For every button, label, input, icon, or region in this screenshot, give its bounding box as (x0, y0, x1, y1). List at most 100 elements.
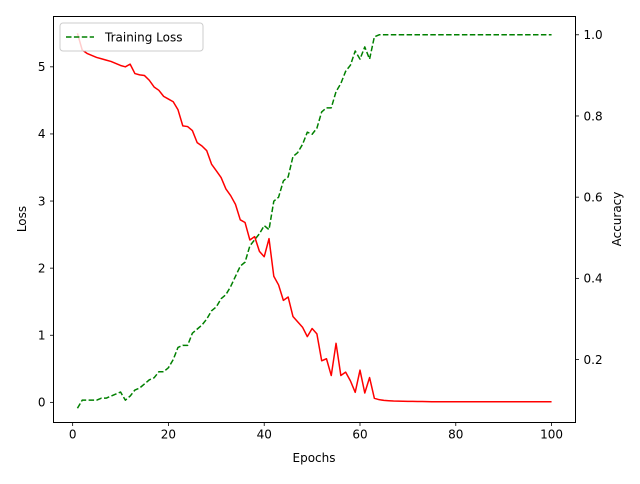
accuracy-point (249, 245, 251, 247)
loss-point (235, 204, 237, 206)
accuracy-point (302, 143, 304, 145)
accuracy-point (282, 180, 284, 182)
accuracy-point (259, 233, 261, 235)
loss-series-line (76, 33, 552, 403)
loss-point (335, 342, 337, 344)
loss-point (215, 170, 217, 172)
accuracy-point (373, 36, 375, 38)
plot-frame (53, 16, 576, 423)
loss-point (373, 397, 375, 399)
accuracy-point (426, 34, 428, 36)
loss-point (354, 391, 356, 393)
loss-point (91, 55, 93, 57)
loss-point (350, 380, 352, 382)
accuracy-point (139, 387, 141, 389)
accuracy-point (77, 407, 79, 409)
accuracy-point (278, 196, 280, 198)
accuracy-point (110, 395, 112, 397)
accuracy-point (120, 391, 122, 393)
accuracy-point (330, 107, 332, 109)
accuracy-point (177, 346, 179, 348)
loss-point (230, 195, 232, 197)
loss-point (124, 66, 126, 68)
accuracy-point (306, 131, 308, 133)
loss-point (306, 336, 308, 338)
loss-point (225, 188, 227, 190)
loss-point (153, 86, 155, 88)
loss-point (431, 401, 433, 403)
accuracy-point (441, 34, 443, 36)
loss-point (115, 63, 117, 65)
loss-point (139, 74, 141, 76)
x-tick-label: 20 (161, 428, 176, 442)
accuracy-point (96, 399, 98, 401)
accuracy-point (230, 286, 232, 288)
loss-point (172, 101, 174, 103)
accuracy-point (211, 310, 213, 312)
accuracy-point (464, 34, 466, 36)
legend-box (59, 22, 204, 52)
loss-point (479, 401, 481, 403)
accuracy-point (124, 399, 126, 401)
legend: Training Loss (59, 22, 204, 52)
accuracy-point (105, 397, 107, 399)
accuracy-point (455, 34, 457, 36)
accuracy-point (201, 324, 203, 326)
y-tick-label: 4 (38, 127, 46, 141)
accuracy-point (148, 379, 150, 381)
loss-point (187, 126, 189, 128)
loss-point (105, 59, 107, 61)
accuracy-point (498, 34, 500, 36)
accuracy-point (484, 34, 486, 36)
accuracy-point (359, 58, 361, 60)
x-tick-label: 0 (69, 428, 77, 442)
accuracy-point (268, 229, 270, 231)
accuracy-point (450, 34, 452, 36)
loss-point (436, 401, 438, 403)
accuracy-point (364, 46, 366, 48)
loss-point (268, 238, 270, 240)
accuracy-point (417, 34, 419, 36)
accuracy-point (536, 34, 538, 36)
loss-point (110, 61, 112, 63)
loss-point (148, 79, 150, 81)
loss-point (551, 401, 553, 403)
accuracy-point (239, 265, 241, 267)
accuracy-point (196, 328, 198, 330)
loss-point (158, 89, 160, 91)
loss-point (168, 98, 170, 100)
accuracy-point (393, 34, 395, 36)
loss-point (206, 150, 208, 152)
accuracy-point (115, 393, 117, 395)
x-tick-label: 60 (352, 428, 367, 442)
series-layer (76, 33, 553, 409)
accuracy-point (215, 306, 217, 308)
accuracy-point (503, 34, 505, 36)
accuracy-point (220, 298, 222, 300)
accuracy-series-line (76, 34, 552, 409)
loss-point (445, 401, 447, 403)
loss-point (484, 401, 486, 403)
loss-point (508, 401, 510, 403)
accuracy-point (488, 34, 490, 36)
loss-point (397, 400, 399, 402)
accuracy-point (532, 34, 534, 36)
x-tick-label: 80 (448, 428, 463, 442)
loss-point (163, 95, 165, 97)
accuracy-point (292, 156, 294, 158)
loss-point (522, 401, 524, 403)
accuracy-point (225, 294, 227, 296)
y2-axis-label: Accuracy (610, 192, 624, 247)
y-axis-label: Loss (15, 206, 29, 232)
x-axis-ticks: 0 20 40 60 80 100 (69, 422, 563, 442)
loss-point (177, 109, 179, 111)
x-tick-label: 100 (540, 428, 563, 442)
loss-point (378, 399, 380, 401)
accuracy-point (235, 275, 237, 277)
accuracy-point (311, 133, 313, 135)
loss-point (512, 401, 514, 403)
loss-point (316, 333, 318, 335)
loss-point (532, 401, 534, 403)
loss-point (469, 401, 471, 403)
